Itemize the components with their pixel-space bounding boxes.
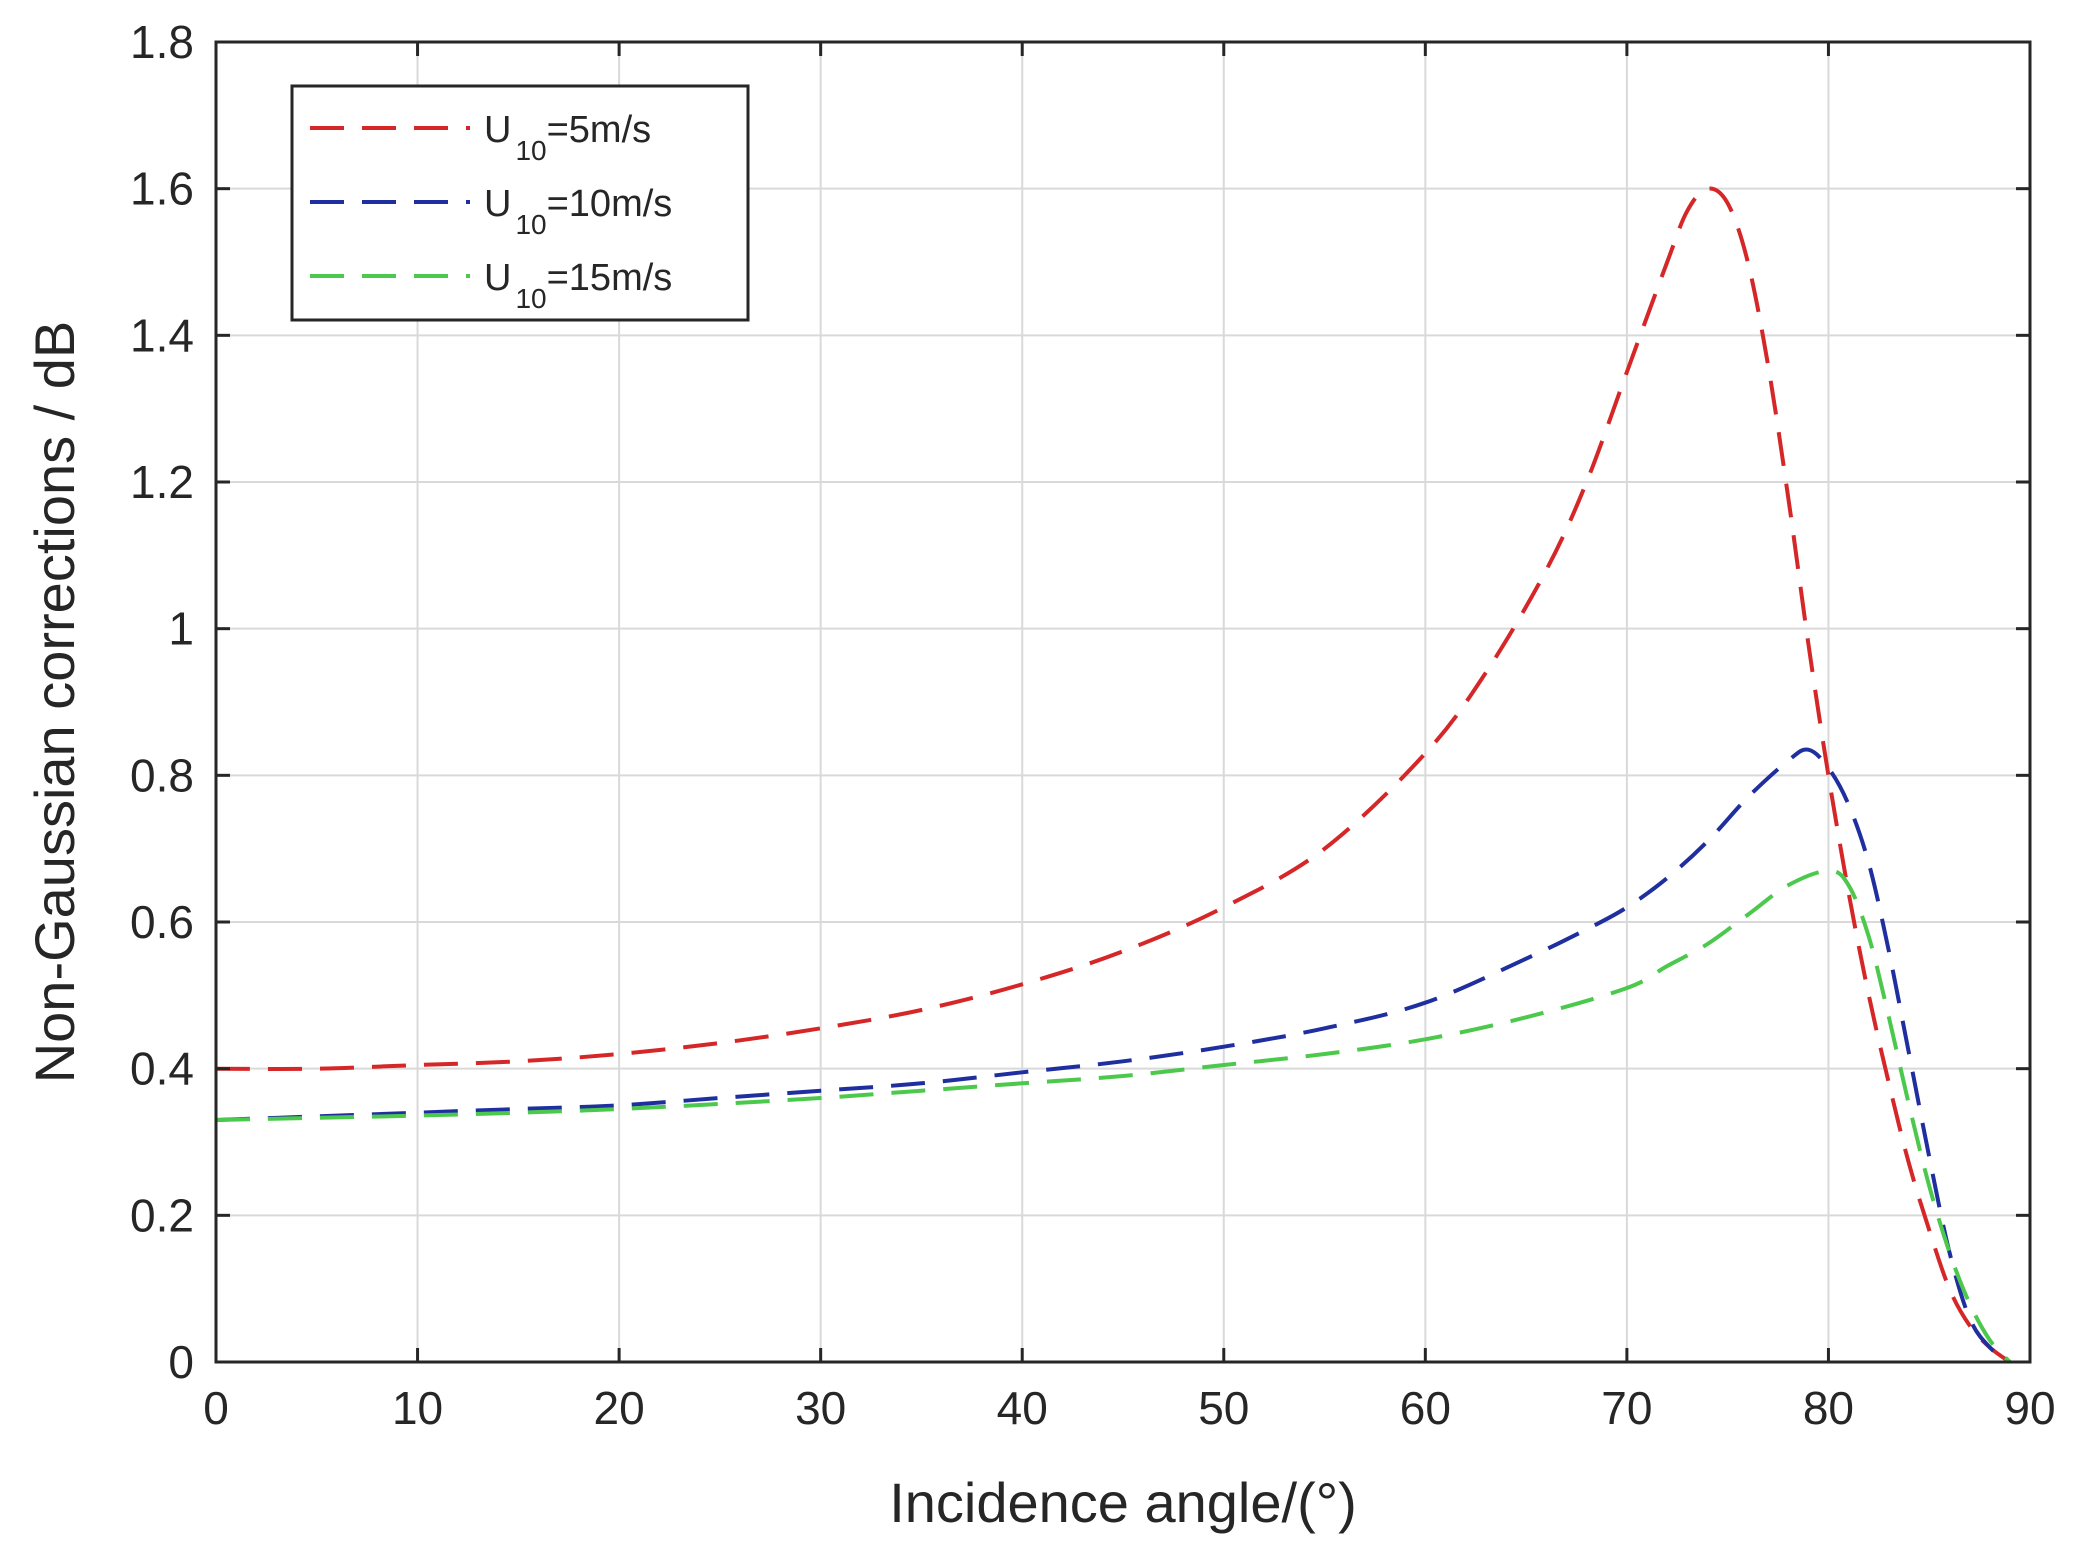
y-tick-label: 1: [168, 603, 194, 655]
x-tick-label: 20: [594, 1382, 645, 1434]
x-axis-label: Incidence angle/(°): [889, 1471, 1357, 1534]
axis-ticks: 0 10 20 30 40 50 60 70 80 90 0 0.2 0.4 0.6 0.8 1 1.2 1.4 1…: [130, 16, 2056, 1434]
x-tick-label: 10: [392, 1382, 443, 1434]
y-tick-label: 1.2: [130, 456, 194, 508]
plot-area-frame: [214, 40, 2032, 1364]
y-tick-label: 0.4: [130, 1043, 194, 1095]
grid-lines: [216, 42, 2030, 1362]
y-tick-label: 0.6: [130, 896, 194, 948]
series-line-1: [215, 186, 2011, 1364]
x-tick-label: 70: [1601, 1382, 1652, 1434]
series-line-2: [215, 747, 2011, 1364]
x-tick-label: 0: [203, 1382, 229, 1434]
y-tick-label: 1.8: [130, 16, 194, 68]
x-tick-label: 60: [1400, 1382, 1451, 1434]
x-tick-label: 80: [1803, 1382, 1854, 1434]
y-axis-label: Non-Gaussian corrections / dB: [23, 321, 86, 1084]
y-tick-label: 0.2: [130, 1189, 194, 1241]
series-line-3: [215, 868, 2012, 1364]
y-tick-label: 1.4: [130, 309, 194, 361]
legend-entry-2: U 10=10m/s: [484, 183, 672, 240]
y-tick-label: 0.8: [130, 749, 194, 801]
x-tick-label: 40: [997, 1382, 1048, 1434]
x-tick-label: 30: [795, 1382, 846, 1434]
y-tick-label: 0: [168, 1336, 194, 1388]
x-tick-label: 50: [1198, 1382, 1249, 1434]
legend-entry-1: U 10=5m/s: [484, 109, 651, 166]
x-tick-label: 90: [2004, 1382, 2055, 1434]
y-tick-label: 1.6: [130, 163, 194, 215]
legend-entry-3: U 10=15m/s: [484, 257, 672, 314]
legend: U 10=5m/s U 10=10m/s U 10=15m/s: [290, 84, 750, 322]
plot-series: [215, 186, 2012, 1364]
